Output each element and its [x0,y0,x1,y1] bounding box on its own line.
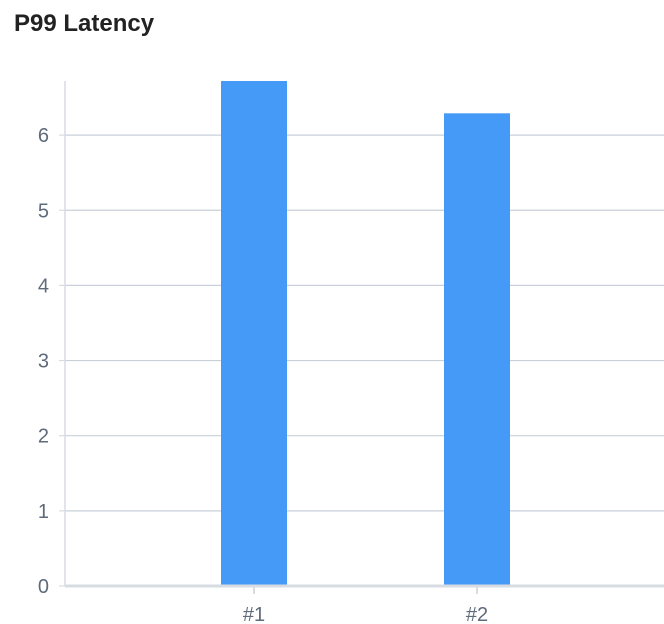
bars [221,81,510,586]
y-tick-label-6: 6 [38,125,49,147]
y-tick-label-5: 5 [38,200,49,222]
y-axis-ticks: 0 1 2 3 4 5 6 [38,125,65,598]
x-axis-ticks: #1 #2 [243,586,488,624]
y-tick-label-4: 4 [38,275,49,297]
chart-title: P99 Latency [14,10,155,37]
y-tick-label-2: 2 [38,426,49,448]
y-tick-label-1: 1 [38,501,49,523]
bar-1 [221,81,287,586]
x-tick-label-1: #1 [243,604,265,624]
bar-2 [444,113,510,586]
x-tick-label-2: #2 [466,604,488,624]
grid-lines [65,134,664,512]
y-tick-label-0: 0 [38,576,49,598]
y-tick-label-3: 3 [38,351,49,373]
axes [64,81,664,588]
